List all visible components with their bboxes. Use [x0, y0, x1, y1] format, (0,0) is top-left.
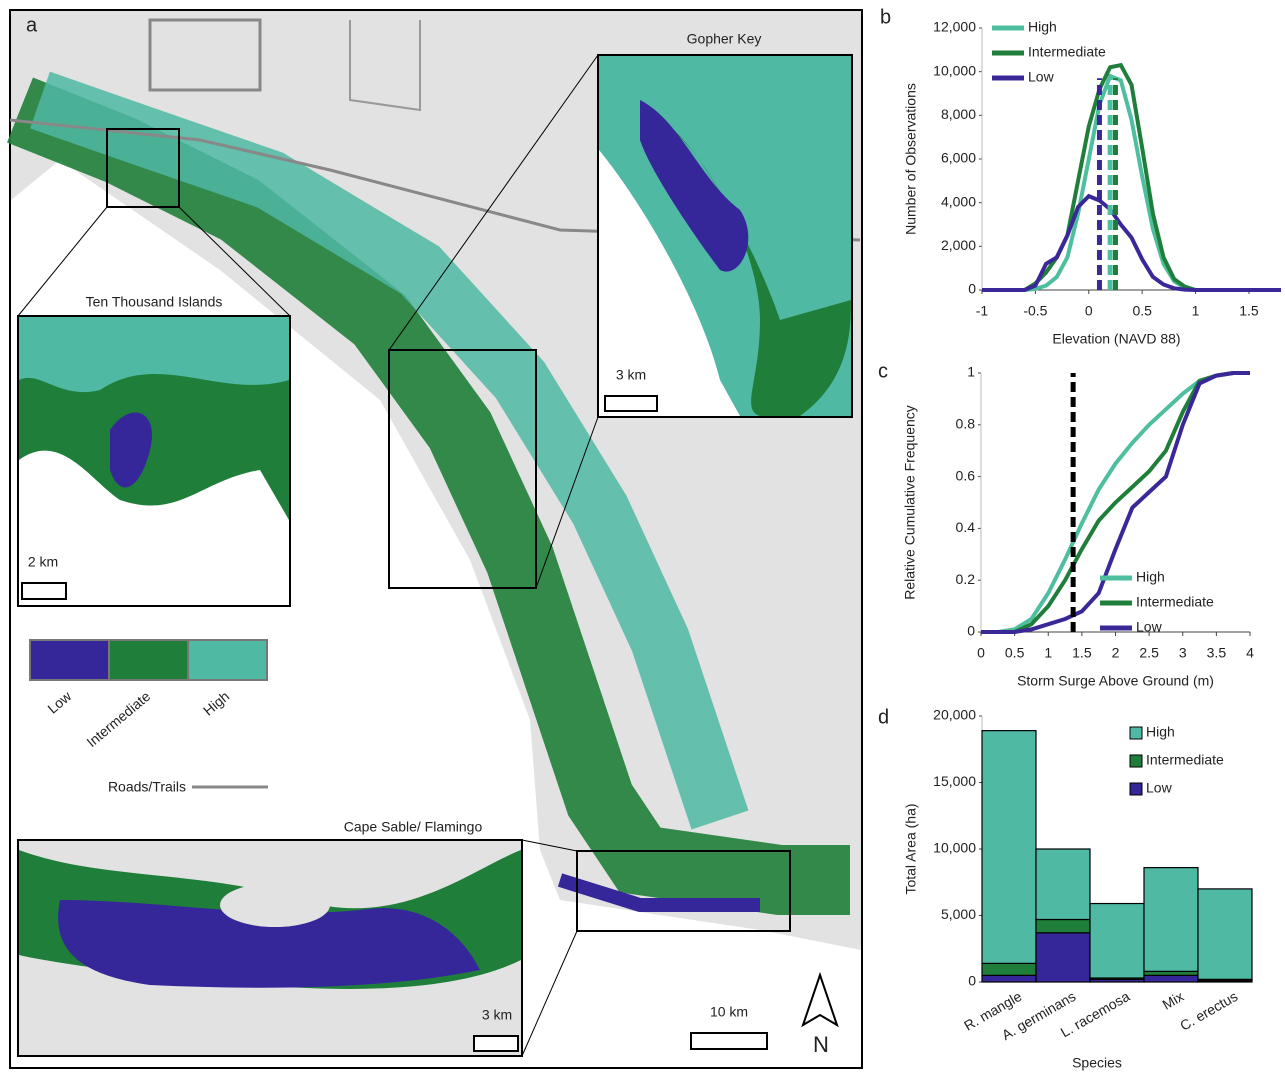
legend-swatch — [1130, 755, 1142, 767]
y-tick-label: 20,000 — [933, 707, 976, 723]
x-tick-label: 1.5 — [1072, 645, 1092, 661]
x-tick-label: 2 — [1112, 645, 1120, 661]
panel-label: b — [880, 6, 891, 28]
y-tick-label: 15,000 — [933, 773, 976, 789]
x-axis-title: Elevation (NAVD 88) — [1052, 331, 1180, 347]
y-tick-label: 2,000 — [941, 237, 976, 253]
x-tick-label: 0.5 — [1005, 645, 1025, 661]
y-tick-label: 0.4 — [956, 519, 976, 535]
scale-label: 10 km — [710, 1004, 748, 1020]
legend-label: Intermediate — [1028, 44, 1106, 60]
scale-label: 3 km — [616, 367, 646, 383]
inset-land — [220, 883, 330, 927]
north-label: N — [813, 1032, 829, 1057]
bar-segment — [1144, 868, 1198, 972]
x-axis-title: Storm Surge Above Ground (m) — [1017, 673, 1214, 689]
y-tick-label: 0 — [968, 973, 976, 989]
y-tick-label: 0 — [967, 623, 975, 639]
y-tick-label: 1 — [967, 364, 975, 380]
legend-label: High — [1146, 724, 1175, 740]
panel-label: d — [878, 706, 889, 728]
bar-segment — [1144, 975, 1198, 982]
figure: a Ten Thousand Islands 2 km Gopher Key 3… — [0, 0, 1285, 1074]
legend-label: Low — [1146, 780, 1173, 796]
x-tick-label: 2.5 — [1139, 645, 1159, 661]
bar-segment — [1090, 904, 1144, 978]
bar-segment — [1036, 919, 1090, 932]
bar-segment — [1036, 849, 1090, 919]
y-tick-label: 10,000 — [933, 840, 976, 856]
legend-label: High — [1136, 569, 1165, 585]
bar-segment — [982, 963, 1036, 975]
y-tick-label: 12,000 — [933, 19, 976, 35]
y-tick-label: 8,000 — [941, 106, 976, 122]
x-tick-label: 3.5 — [1207, 645, 1227, 661]
bar-segment — [1036, 933, 1090, 982]
y-tick-label: 6,000 — [941, 150, 976, 166]
scale-label: 2 km — [28, 554, 58, 570]
y-tick-label: 0.6 — [956, 467, 976, 483]
legend-swatch — [1130, 727, 1142, 739]
scale-bar — [605, 396, 657, 411]
scale-bar — [691, 1033, 767, 1049]
y-axis-title: Total Area (ha) — [903, 803, 919, 894]
x-tick-label: 1.5 — [1239, 303, 1259, 319]
y-tick-label: 0.8 — [956, 416, 976, 432]
panel-label: c — [878, 360, 888, 382]
y-axis-title: Number of Observations — [903, 83, 919, 235]
bar-segment — [1198, 889, 1252, 979]
series-line — [982, 76, 1281, 290]
scale-bar — [22, 583, 66, 599]
y-axis-title: Relative Cumulative Frequency — [902, 405, 918, 600]
inset-title: Ten Thousand Islands — [86, 294, 223, 310]
legend-label: Low — [1136, 619, 1163, 635]
x-tick-label: 1 — [1192, 303, 1200, 319]
legend-swatch — [1130, 783, 1142, 795]
legend-swatch — [30, 640, 109, 680]
inset-title: Gopher Key — [687, 31, 762, 47]
legend-label: Intermediate — [1146, 752, 1224, 768]
x-tick-label: -1 — [976, 303, 989, 319]
y-tick-label: 4,000 — [941, 193, 976, 209]
page: a Ten Thousand Islands 2 km Gopher Key 3… — [0, 0, 1285, 1074]
series-line — [982, 196, 1281, 290]
x-axis-title: Species — [1072, 1055, 1122, 1071]
panel-label: a — [26, 14, 38, 36]
legend-swatch — [188, 640, 267, 680]
y-tick-label: 10,000 — [933, 62, 976, 78]
scale-bar — [474, 1036, 518, 1051]
x-tick-label: 4 — [1246, 645, 1254, 661]
y-tick-label: 5,000 — [941, 906, 976, 922]
legend-label: High — [1028, 19, 1057, 35]
roads-label: Roads/Trails — [108, 779, 186, 795]
y-tick-label: 0.2 — [956, 571, 976, 587]
bar-segment — [982, 975, 1036, 982]
legend-label: Low — [1028, 69, 1055, 85]
x-tick-label: Mix — [1159, 988, 1186, 1013]
legend-swatch — [109, 640, 188, 680]
x-tick-label: 3 — [1179, 645, 1187, 661]
series-line — [982, 65, 1281, 290]
x-tick-label: 0.5 — [1132, 303, 1152, 319]
x-tick-label: 0 — [977, 645, 985, 661]
x-tick-label: C. erectus — [1177, 988, 1240, 1034]
bar-segment — [982, 731, 1036, 964]
scale-label: 3 km — [482, 1007, 512, 1023]
y-tick-label: 0 — [968, 281, 976, 297]
map-panel: a Ten Thousand Islands 2 km Gopher Key 3… — [10, 10, 862, 1068]
legend-label: Intermediate — [1136, 594, 1214, 610]
x-tick-label: -0.5 — [1023, 303, 1047, 319]
x-tick-label: 1 — [1044, 645, 1052, 661]
inset-title: Cape Sable/ Flamingo — [344, 819, 483, 835]
x-tick-label: 0 — [1085, 303, 1093, 319]
